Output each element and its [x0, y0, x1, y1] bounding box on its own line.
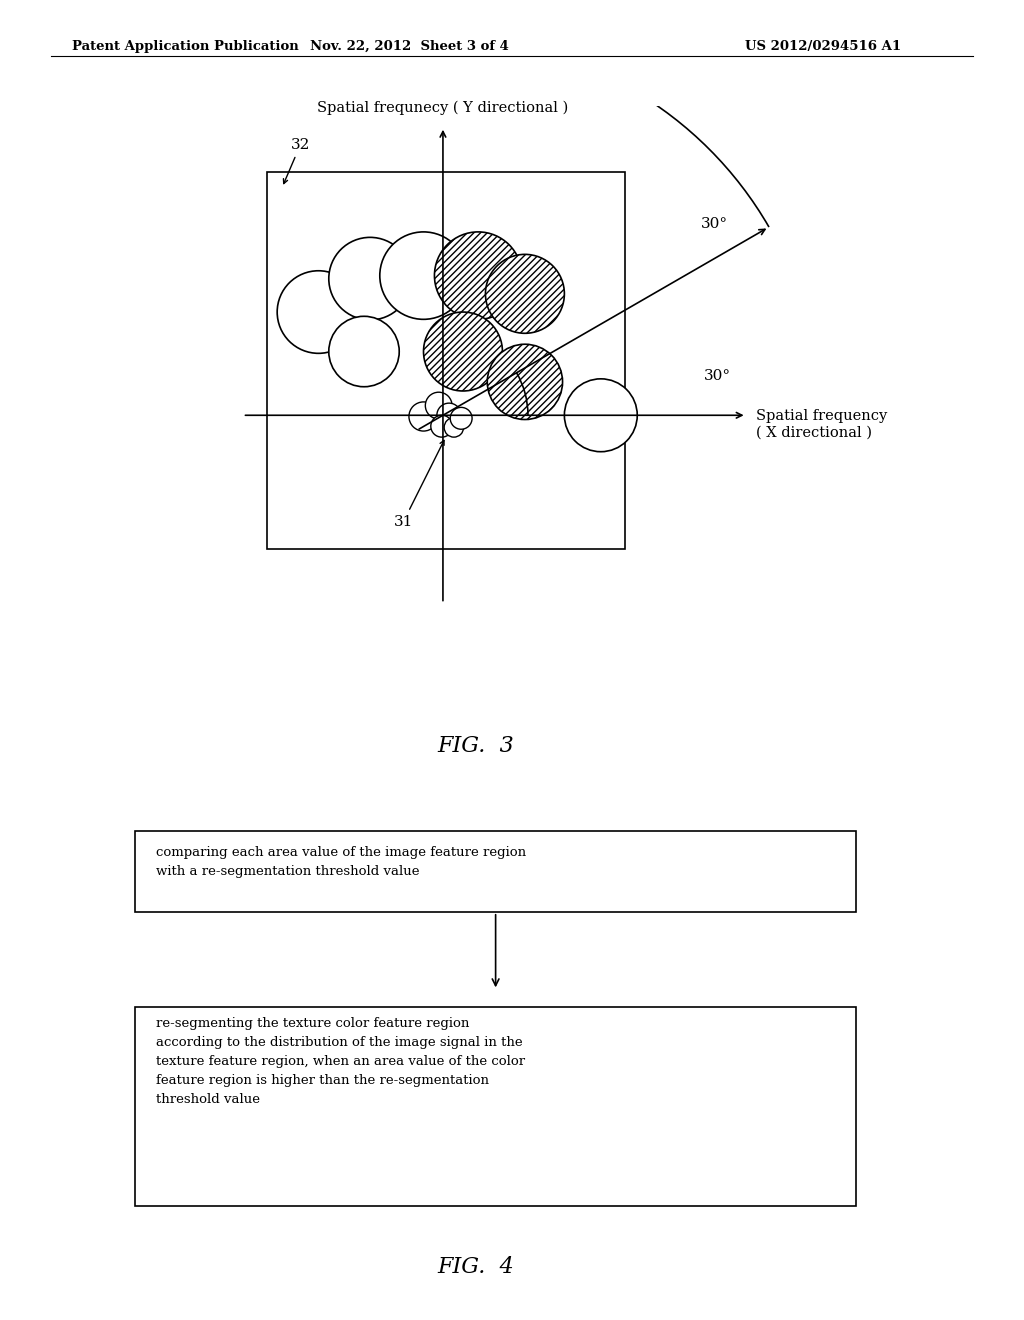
- Circle shape: [487, 345, 562, 420]
- Circle shape: [444, 417, 464, 437]
- Circle shape: [434, 232, 522, 319]
- Text: Spatial frequency
( X directional ): Spatial frequency ( X directional ): [756, 409, 887, 440]
- Circle shape: [431, 416, 453, 437]
- Text: 30°: 30°: [701, 216, 728, 231]
- Text: FIG.  4: FIG. 4: [438, 1257, 514, 1278]
- Text: re-segmenting the texture color feature region
according to the distribution of : re-segmenting the texture color feature …: [156, 1016, 524, 1106]
- Circle shape: [437, 403, 461, 428]
- Text: comparing each area value of the image feature region
with a re-segmentation thr: comparing each area value of the image f…: [156, 846, 525, 878]
- Circle shape: [485, 255, 564, 333]
- Text: Spatial frequnecy ( Y directional ): Spatial frequnecy ( Y directional ): [317, 100, 568, 115]
- Text: US 2012/0294516 A1: US 2012/0294516 A1: [745, 40, 901, 53]
- Text: 30°: 30°: [705, 368, 731, 383]
- Circle shape: [451, 408, 472, 429]
- Circle shape: [409, 401, 438, 432]
- Text: Nov. 22, 2012  Sheet 3 of 4: Nov. 22, 2012 Sheet 3 of 4: [310, 40, 509, 53]
- Circle shape: [424, 312, 503, 391]
- Circle shape: [380, 232, 467, 319]
- Circle shape: [329, 317, 399, 387]
- Bar: [267, 173, 625, 549]
- Bar: [135, 1007, 856, 1206]
- Text: Patent Application Publication: Patent Application Publication: [72, 40, 298, 53]
- Bar: [135, 832, 856, 912]
- Text: 31: 31: [394, 441, 444, 528]
- Circle shape: [278, 271, 359, 354]
- Circle shape: [425, 392, 452, 418]
- Circle shape: [329, 238, 412, 319]
- Circle shape: [564, 379, 637, 451]
- Text: 32: 32: [284, 139, 310, 183]
- Text: FIG.  3: FIG. 3: [438, 735, 514, 756]
